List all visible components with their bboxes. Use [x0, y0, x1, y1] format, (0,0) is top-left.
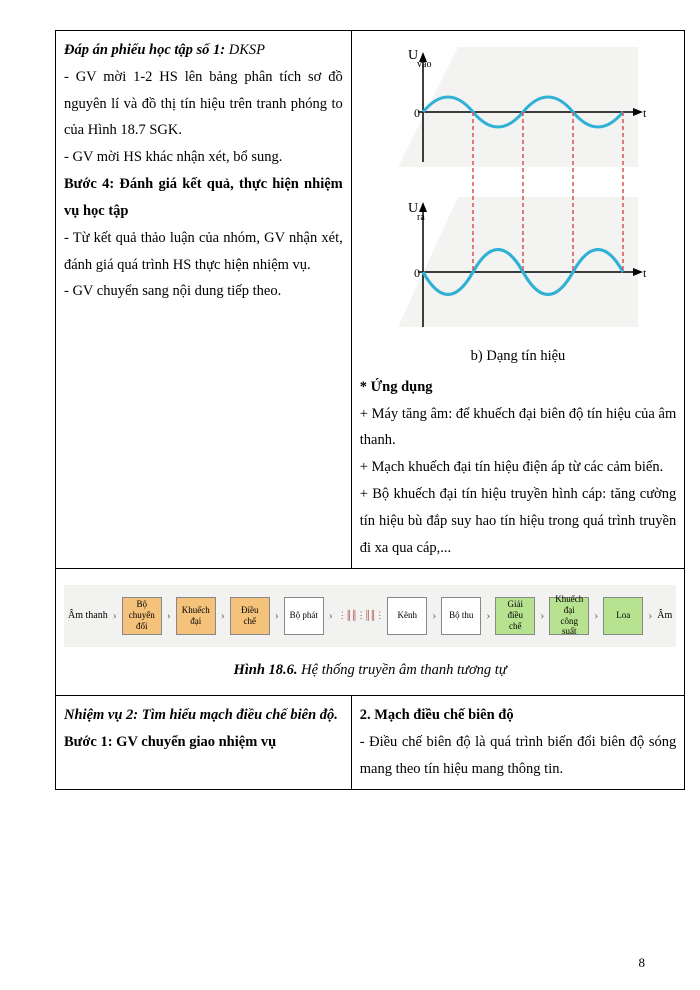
flow-box: Khuếch đại công suất [549, 597, 589, 635]
arrow-icon [593, 608, 599, 622]
section2-text: - Điều chế biên độ là quá trình biến đổi… [360, 729, 677, 783]
arrow-icon [539, 608, 545, 622]
flow-box: Loa [603, 597, 643, 635]
flow-box: Giải điều chế [495, 597, 535, 635]
cell-bottom-left: Nhiệm vụ 2: Tìm hiểu mạch điều chế biên … [56, 696, 352, 789]
section2-title: 2. Mạch điều chế biên độ [360, 702, 677, 729]
arrow-icon [328, 608, 334, 622]
flow-box: Kênh [387, 597, 427, 635]
chart-caption: b) Dạng tín hiệu [360, 343, 677, 370]
arrow-icon [274, 608, 280, 622]
flow-box: Bộ chuyển đổi [122, 597, 162, 635]
left-para-2: - GV mời HS khác nhận xét, bổ sung. [64, 144, 343, 171]
cell-top-left: Đáp án phiếu học tập số 1: DKSP - GV mời… [56, 31, 352, 569]
left-para-3: - Từ kết quả thảo luận của nhóm, GV nhận… [64, 225, 343, 279]
arrow-icon [485, 608, 491, 622]
main-table: Đáp án phiếu học tập số 1: DKSP - GV mời… [55, 30, 685, 790]
answer-code: DKSP [225, 42, 265, 58]
flow-box: Điều chế [230, 597, 270, 635]
arrow-icon [112, 608, 118, 622]
app-1: + Máy tăng âm: để khuếch đại biên độ tín… [360, 401, 677, 455]
cell-top-right: U vào 0 t U ra 0 t b) Dạng tín [351, 31, 685, 569]
cell-bottom-right: 2. Mạch điều chế biên độ - Điều chế biên… [351, 696, 685, 789]
answer-title: Đáp án phiếu học tập số 1: [64, 42, 225, 58]
app-3: + Bộ khuếch đại tín hiệu truyền hình cáp… [360, 481, 677, 561]
svg-text:t: t [643, 266, 647, 280]
figure-number: Hình 18.6. [233, 662, 297, 678]
arrow-icon [431, 608, 437, 622]
flow-box: Khuếch đại [176, 597, 216, 635]
step4-title: Bước 4: Đánh giá kết quả, thực hiện nhiệ… [64, 171, 343, 225]
app-2: + Mạch khuếch đại tín hiệu điện áp từ cá… [360, 454, 677, 481]
figure-caption: Hình 18.6. Hệ thống truyền âm thanh tươn… [64, 657, 676, 684]
left-para-4: - GV chuyển sang nội dung tiếp theo. [64, 278, 343, 305]
step1-title: Bước 1: GV chuyển giao nhiệm vụ [64, 729, 343, 756]
svg-text:t: t [643, 106, 647, 120]
task2-title: Nhiệm vụ 2: Tìm hiểu mạch điều chế biên … [64, 702, 343, 729]
applications-title: * Ứng dụng [360, 374, 677, 401]
wave-icon: ⋮║║⋮║║⋮ [338, 610, 384, 621]
arrow-icon [647, 608, 653, 622]
arrow-icon [220, 608, 226, 622]
flow-box: Bộ thu [441, 597, 481, 635]
flowchart: Âm thanh Bộ chuyển đổi Khuếch đại Điều chế… [64, 585, 676, 647]
svg-text:ra: ra [417, 212, 425, 223]
svg-text:0: 0 [414, 266, 420, 280]
signal-chart: U vào 0 t U ra 0 t [378, 37, 658, 337]
arrow-icon [166, 608, 172, 622]
cell-flowchart: Âm thanh Bộ chuyển đổi Khuếch đại Điều chế… [56, 568, 685, 696]
flow-output-label: Âm [657, 610, 672, 622]
svg-text:vào: vào [417, 59, 431, 70]
flow-input-label: Âm thanh [68, 610, 108, 622]
page-number: 8 [639, 951, 646, 975]
svg-text:0: 0 [414, 106, 420, 120]
figure-text: Hệ thống truyền âm thanh tương tự [298, 662, 507, 678]
flow-box: Bộ phát [284, 597, 324, 635]
left-para-1: - GV mời 1-2 HS lên bảng phân tích sơ đồ… [64, 64, 343, 144]
